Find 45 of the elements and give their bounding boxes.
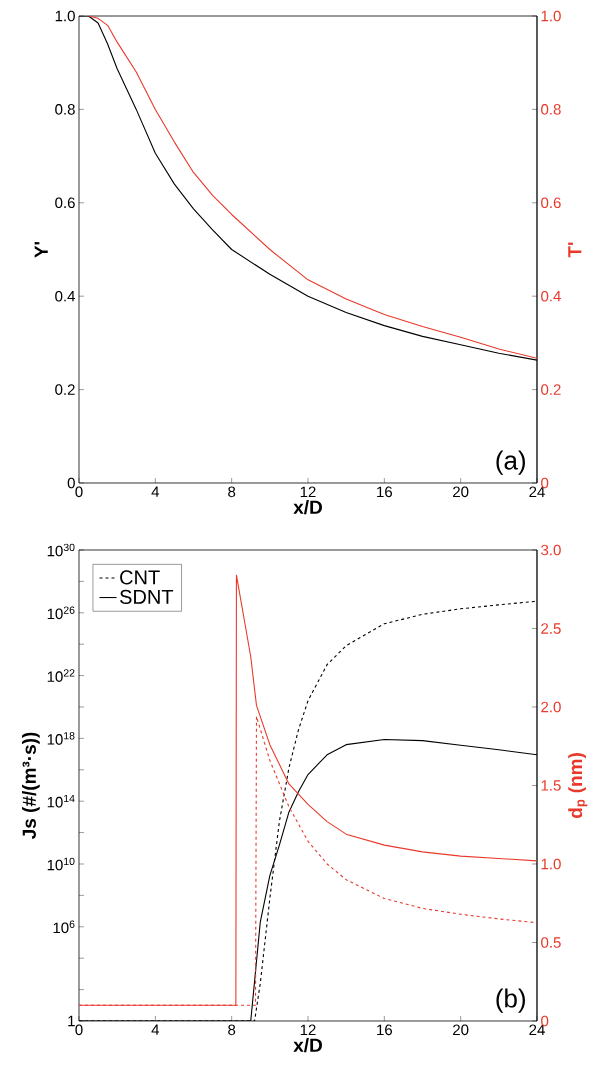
y2-tick-label: 1.5 xyxy=(541,780,561,791)
y-tick-label: 1.0 xyxy=(55,10,75,22)
x-axis-title: x/D xyxy=(293,500,322,515)
y2-tick-label: 1.0 xyxy=(541,858,561,870)
y-tick-label: 0.6 xyxy=(55,197,75,209)
x-tick-label: 12 xyxy=(300,1024,316,1035)
x-tick-label: 12 xyxy=(300,486,316,497)
annotation: (b) xyxy=(496,988,525,1013)
x-tick-label: 20 xyxy=(453,486,469,498)
x-axis-title: x/D xyxy=(293,1038,322,1053)
y-tick-label: 0 xyxy=(67,477,75,489)
y2-tick-label: 2.5 xyxy=(541,623,561,634)
y-tick-label: 10$^{26}$ xyxy=(47,606,75,620)
y2-tick-label: 3.0 xyxy=(541,544,561,556)
x-tick-label: 8 xyxy=(228,486,236,498)
y2-tick-label: 0.2 xyxy=(541,384,561,395)
y2-tick-label: 0.5 xyxy=(541,937,561,948)
y-tick-label: 10$^{22}$ xyxy=(47,669,75,682)
y-tick-label: 10$^{14}$ xyxy=(47,794,75,808)
y-tick-label: 10$^{6}$ xyxy=(53,920,75,934)
y-tick-label: 0.8 xyxy=(55,104,75,115)
y2-tick-label: 0.8 xyxy=(541,104,561,115)
y-tick-label: 10$^{10}$ xyxy=(47,857,75,871)
y2-tick-label: 2.0 xyxy=(541,701,561,713)
y2-axis-title: T' xyxy=(568,242,582,258)
y-tick-label: 0.2 xyxy=(55,384,75,395)
annotation: (a) xyxy=(496,450,525,475)
x-tick-label: 20 xyxy=(453,1024,469,1036)
x-tick-label: 4 xyxy=(151,1024,160,1035)
y2-tick-label: 1.0 xyxy=(541,10,561,22)
y2-tick-label: 0.4 xyxy=(541,290,561,302)
legend-label: CNT xyxy=(120,570,160,585)
x-tick-label: 16 xyxy=(377,1024,393,1036)
y-tick-label: 0.4 xyxy=(55,290,76,302)
y-tick-label: 1 xyxy=(68,1015,75,1027)
legend-label: SDNT xyxy=(120,589,174,604)
x-tick-label: 4 xyxy=(151,486,160,497)
y-tick-label: 10$^{30}$ xyxy=(47,543,75,557)
y2-axis-title: d$_{p}$ (nm) xyxy=(568,753,588,819)
y-axis-title: Y' xyxy=(34,241,48,258)
y2-tick-label: 0.6 xyxy=(541,197,561,209)
x-tick-label: 16 xyxy=(377,486,393,498)
y-axis-title: Js (#/(m³·s)) xyxy=(22,732,40,840)
x-tick-label: 8 xyxy=(228,1024,236,1036)
y-tick-label: 10$^{18}$ xyxy=(47,732,75,745)
